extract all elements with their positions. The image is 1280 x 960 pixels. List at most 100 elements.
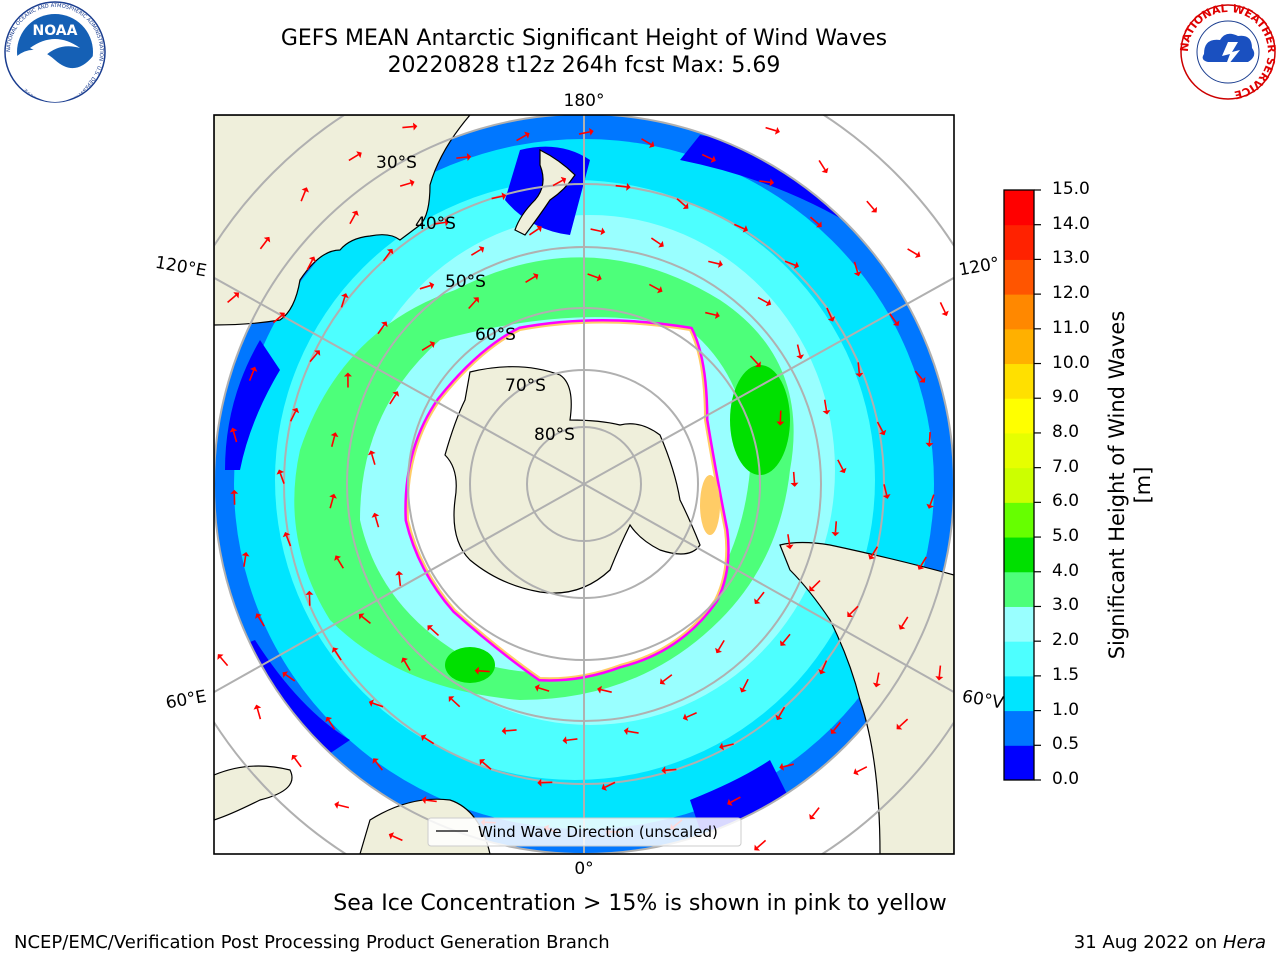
wave-direction-arrowhead	[821, 167, 829, 174]
lat-label-60s: 60°S	[475, 325, 516, 345]
wave-direction-arrow	[227, 294, 237, 304]
wave-direction-arrowhead	[381, 321, 388, 328]
wave-direction-arrowhead	[658, 240, 664, 248]
wave-direction-arrow	[759, 180, 771, 184]
legend-label: Wind Wave Direction (unscaled)	[478, 823, 718, 841]
noaa-logo-text: NOAA	[33, 23, 78, 39]
wave-direction-arrowhead	[305, 590, 314, 595]
wave-direction-arrow	[826, 307, 833, 319]
wave-direction-arrow	[615, 184, 627, 188]
wave-direction-arrowhead	[659, 678, 666, 685]
wave-direction-arrowhead	[474, 666, 479, 675]
wave-direction-arrow	[756, 839, 767, 849]
wave-direction-arrowhead	[809, 813, 816, 820]
wave-direction-arrow	[272, 314, 283, 324]
wave-direction-arrow	[604, 781, 616, 788]
wave-direction-arrow	[470, 248, 482, 256]
wave-direction-arrow	[552, 179, 564, 187]
wave-direction-arrowhead	[601, 783, 607, 791]
wave-direction-arrow	[757, 296, 769, 304]
wave-direction-arrowhead	[896, 723, 903, 730]
lon-label-0: 0°	[574, 859, 593, 879]
wave-direction-arrowhead	[809, 585, 816, 592]
wave-direction-arrowhead	[872, 682, 881, 688]
wave-direction-arrowhead	[409, 179, 415, 187]
wave-direction-arrowhead	[388, 832, 395, 840]
wave-direction-arrowhead	[830, 728, 837, 734]
wave-direction-arrowhead	[868, 553, 875, 560]
wave-direction-arrowhead	[822, 409, 831, 415]
wave-direction-arrowhead	[818, 669, 826, 675]
wave-direction-arrow	[722, 743, 734, 748]
wave-direction-arrowhead	[276, 469, 285, 475]
wave-direction-arrow	[778, 706, 786, 718]
wave-direction-arrow	[329, 497, 334, 509]
wave-direction-arrowhead	[395, 570, 404, 576]
wave-direction-arrow	[823, 399, 828, 411]
wave-direction-arrowhead	[754, 598, 761, 604]
wave-direction-arrowhead	[588, 127, 594, 136]
wave-direction-arrow	[382, 251, 391, 262]
wave-direction-arrow	[809, 216, 820, 225]
wave-direction-arrowhead	[779, 762, 785, 771]
colorbar-swatch	[1004, 432, 1034, 469]
wave-direction-arrowhead	[301, 187, 310, 193]
wave-direction-arrow	[857, 362, 861, 374]
wave-direction-arrow	[285, 535, 292, 547]
wave-direction-arrowhead	[537, 778, 542, 787]
wave-direction-arrowhead	[334, 801, 340, 809]
wave-direction-arrow	[650, 237, 661, 245]
colorbar-swatch	[1004, 745, 1034, 781]
wave-direction-arrowhead	[765, 299, 772, 307]
wave-direction-arrowhead	[600, 227, 606, 236]
wave-direction-arrowhead	[831, 531, 840, 537]
colorbar-swatch	[1004, 259, 1034, 295]
wave-direction-arrow	[425, 799, 437, 803]
wave-direction-arrowhead	[392, 391, 400, 397]
colorbar-swatch	[1004, 675, 1034, 712]
footer-credit: NCEP/EMC/Verification Post Processing Pr…	[14, 932, 610, 953]
wave-direction-arrowhead	[501, 726, 506, 735]
wave-direction-arrow	[876, 672, 880, 684]
wave-direction-arrow	[849, 605, 859, 615]
wave-direction-arrowhead	[444, 218, 450, 227]
wave-direction-arrowhead	[727, 798, 733, 806]
wave-direction-arrowhead	[769, 178, 775, 187]
wave-direction-arrow	[377, 324, 385, 335]
wave-direction-arrowhead	[816, 221, 822, 228]
wave-direction-arrow	[876, 421, 884, 433]
wave-direction-arrowhead	[501, 192, 507, 201]
wave-direction-arrowhead	[682, 202, 689, 210]
wave-direction-arrow	[429, 627, 440, 637]
wave-direction-arrowhead	[421, 734, 427, 742]
wave-direction-arrowhead	[532, 273, 539, 280]
wave-direction-arrow	[662, 674, 673, 683]
wave-direction-arrow	[289, 411, 297, 422]
wave-direction-arrow	[451, 698, 461, 708]
lat-label-50s: 50°S	[445, 272, 486, 292]
wave-direction-arrow	[811, 579, 821, 589]
wave-direction-arrowhead	[372, 758, 379, 764]
colorbar-tick-label: 14.0	[1052, 213, 1090, 234]
wave-direction-arrowhead	[853, 271, 862, 277]
wave-direction-arrow	[392, 835, 403, 842]
wave-direction-arrow	[516, 134, 527, 142]
wave-direction-arrow	[421, 343, 432, 351]
colorbar-tick-label: 11.0	[1052, 317, 1090, 338]
wave-direction-arrow	[257, 616, 265, 627]
wave-direction-arrowhead	[715, 647, 722, 654]
wave-direction-arrowhead	[358, 613, 365, 620]
wave-direction-arrow	[349, 213, 356, 225]
wave-direction-arrowhead	[914, 251, 921, 258]
wave-direction-arrow	[907, 248, 918, 256]
wave-direction-arrowhead	[421, 796, 427, 804]
wave-direction-arrowhead	[827, 316, 836, 322]
wave-direction-arrowhead	[596, 274, 602, 282]
colorbar-tick-label: 13.0	[1052, 248, 1090, 269]
colorbar-tick-label: 0.5	[1052, 734, 1080, 755]
wave-direction-arrowhead	[401, 657, 408, 663]
wave-direction-arrowhead	[263, 236, 271, 243]
wave-direction-arrowhead	[331, 647, 339, 653]
wave-direction-arrow	[600, 688, 612, 693]
wave-direction-arrowhead	[249, 366, 258, 372]
